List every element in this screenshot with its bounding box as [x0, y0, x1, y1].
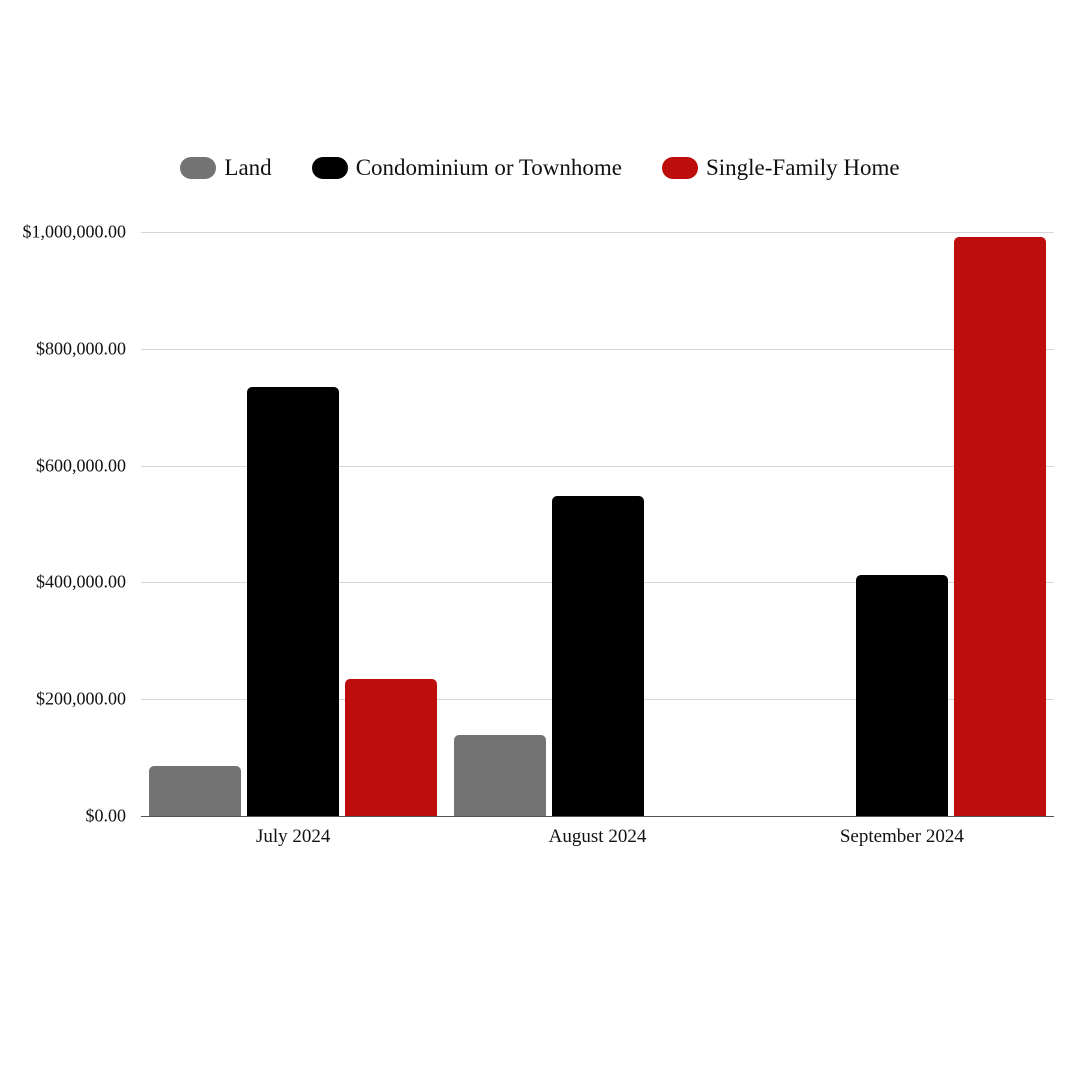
y-tick-label: $400,000.00: [36, 571, 126, 592]
legend-item-land[interactable]: Land: [180, 155, 272, 181]
legend-swatch-single-family: [661, 157, 698, 179]
gridline: [141, 232, 1054, 233]
bar-single-family-home-0[interactable]: [345, 678, 438, 816]
y-tick-label: $1,000,000.00: [22, 221, 127, 242]
bar-condominium-or-townhome-2[interactable]: [855, 574, 948, 816]
legend-swatch-condominium: [311, 157, 348, 179]
y-tick-label: $200,000.00: [36, 688, 126, 709]
y-tick-label: $800,000.00: [36, 338, 126, 359]
x-tick-label: July 2024: [255, 826, 331, 847]
gridline: [141, 465, 1054, 467]
legend-swatch-land: [180, 157, 217, 179]
legend-label: Land: [224, 155, 272, 180]
bar-single-family-home-2[interactable]: [953, 237, 1046, 816]
x-tick-label: September 2024: [839, 826, 964, 847]
bar-land-1[interactable]: [453, 734, 546, 816]
bar-land-0[interactable]: [149, 766, 242, 816]
legend-label: Single-Family Home: [705, 155, 900, 180]
x-axis-line: [141, 816, 1054, 817]
y-tick-label: $0.00: [85, 805, 127, 826]
legend-item-single-family[interactable]: Single-Family Home: [661, 155, 900, 181]
gridline: [141, 348, 1054, 350]
y-tick-label: $600,000.00: [36, 455, 126, 476]
bar-condominium-or-townhome-1[interactable]: [551, 495, 644, 816]
legend-item-condominium[interactable]: Condominium or Townhome: [311, 155, 622, 181]
plot-area: [141, 232, 1054, 817]
x-tick-label: August 2024: [548, 826, 647, 847]
bar-condominium-or-townhome-0[interactable]: [247, 386, 340, 816]
chart-legend: Land Condominium or Townhome Single-Fami…: [0, 150, 1080, 186]
legend-label: Condominium or Townhome: [355, 155, 622, 180]
